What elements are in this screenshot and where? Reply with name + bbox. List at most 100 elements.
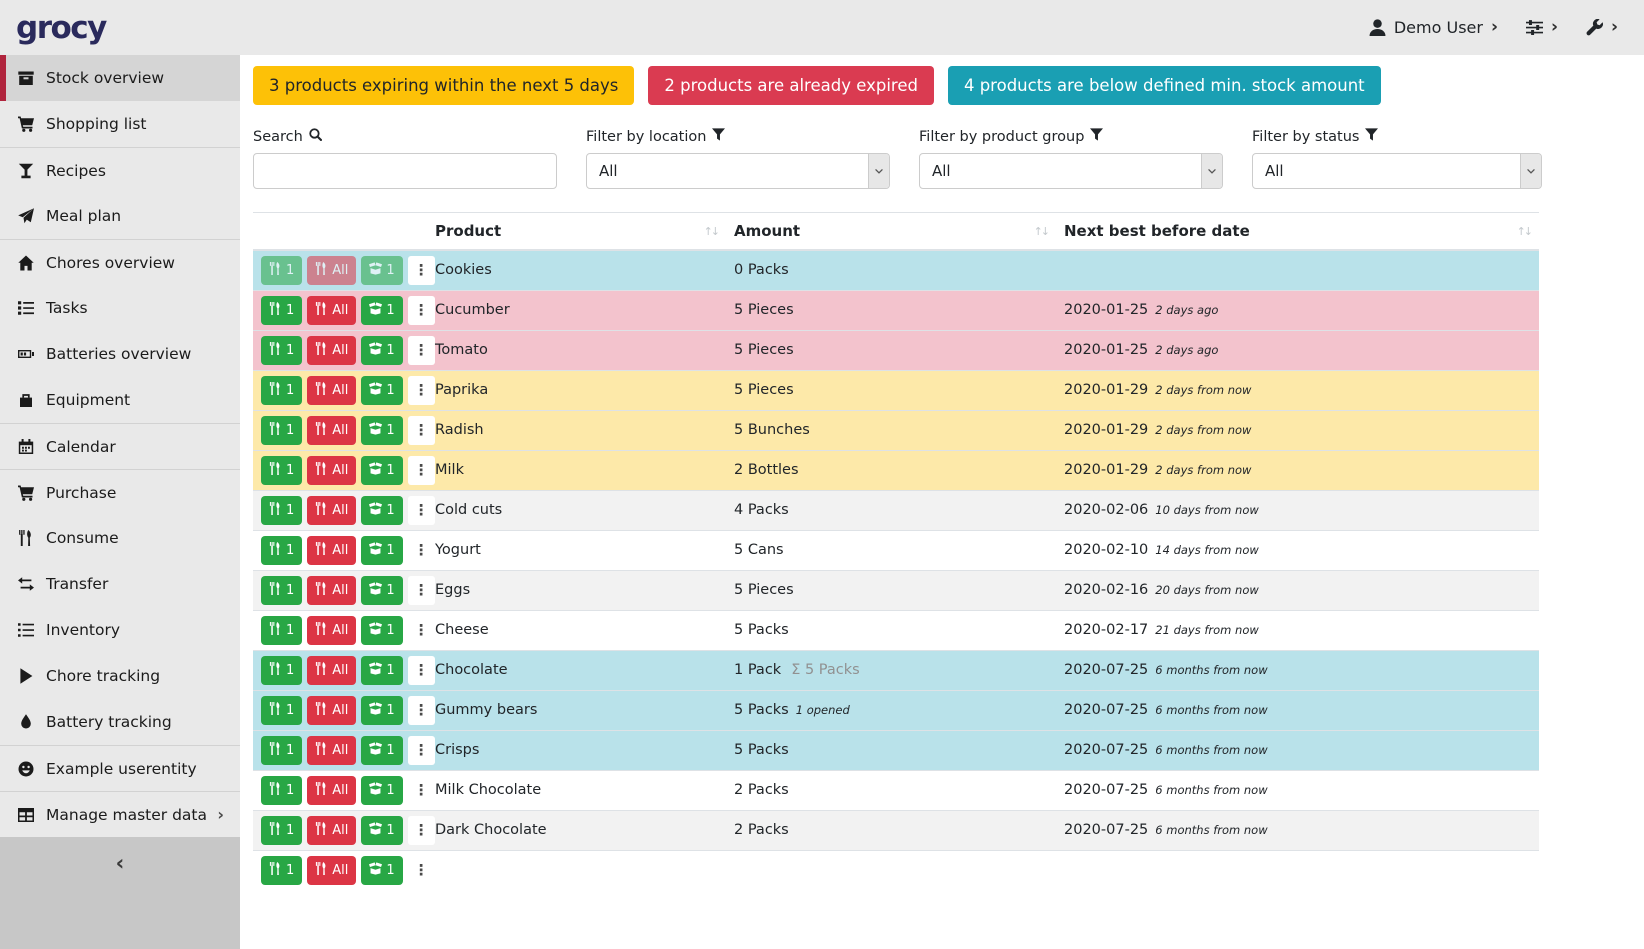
consume-all-button[interactable]: All <box>307 615 357 645</box>
sidebar-item-stock-overview[interactable]: Stock overview <box>0 55 240 101</box>
consume-one-button[interactable]: 1 <box>261 855 303 885</box>
consume-all-button[interactable]: All <box>307 775 357 805</box>
consume-one-button[interactable]: 1 <box>261 655 303 685</box>
row-menu-button[interactable]: ⋮ <box>407 575 435 605</box>
consume-one-button[interactable]: 1 <box>261 535 303 565</box>
open-one-button[interactable]: 1 <box>361 575 403 605</box>
sidebar-item-batteries-overview[interactable]: Batteries overview <box>0 331 240 377</box>
sidebar-item-chore-tracking[interactable]: Chore tracking <box>0 653 240 699</box>
open-one-button[interactable]: 1 <box>361 615 403 645</box>
consume-all-button[interactable]: All <box>307 535 357 565</box>
open-one-button[interactable]: 1 <box>361 455 403 485</box>
open-one-button[interactable]: 1 <box>361 495 403 525</box>
location-filter-select[interactable]: All <box>586 153 890 189</box>
open-one-button[interactable]: 1 <box>361 535 403 565</box>
consume-one-button[interactable]: 1 <box>261 335 303 365</box>
row-menu-button[interactable]: ⋮ <box>407 615 435 645</box>
consume-all-button[interactable]: All <box>307 735 357 765</box>
open-one-button[interactable]: 1 <box>361 695 403 725</box>
consume-all-button[interactable]: All <box>307 855 357 885</box>
chevron-down-icon <box>1201 154 1222 188</box>
open-one-button[interactable]: 1 <box>361 855 403 885</box>
open-one-button[interactable]: 1 <box>361 295 403 325</box>
row-menu-button[interactable]: ⋮ <box>407 815 435 845</box>
sidebar-item-inventory[interactable]: Inventory <box>0 607 240 653</box>
sidebar-item-example-userentity[interactable]: Example userentity <box>0 745 240 791</box>
sidebar-item-meal-plan[interactable]: Meal plan <box>0 193 240 239</box>
consume-one-button[interactable]: 1 <box>261 575 303 605</box>
row-menu-button[interactable]: ⋮ <box>407 295 435 325</box>
product-group-filter-select[interactable]: All <box>919 153 1223 189</box>
consume-all-button[interactable]: All <box>307 815 357 845</box>
sidebar-item-transfer[interactable]: Transfer <box>0 561 240 607</box>
search-input[interactable] <box>253 153 557 189</box>
consume-all-button[interactable]: All <box>307 375 357 405</box>
row-menu-button[interactable]: ⋮ <box>407 655 435 685</box>
row-menu-button[interactable]: ⋮ <box>407 375 435 405</box>
status-banner[interactable]: 2 products are already expired <box>648 66 934 105</box>
column-header-product[interactable]: Product ↑↓ <box>427 212 726 251</box>
open-one-button[interactable]: 1 <box>361 775 403 805</box>
consume-one-button[interactable]: 1 <box>261 455 303 485</box>
sidebar-item-battery-tracking[interactable]: Battery tracking <box>0 699 240 745</box>
row-menu-button[interactable]: ⋮ <box>407 495 435 525</box>
consume-one-button[interactable]: 1 <box>261 735 303 765</box>
sidebar-item-manage-master-data[interactable]: Manage master data › <box>0 791 240 837</box>
open-one-button[interactable]: 1 <box>361 655 403 685</box>
user-menu[interactable]: Demo User › <box>1369 18 1498 37</box>
column-header-amount[interactable]: Amount ↑↓ <box>726 212 1056 251</box>
sidebar-item-shopping-list[interactable]: Shopping list <box>0 101 240 147</box>
sort-icon[interactable]: ↑↓ <box>703 225 721 238</box>
open-one-button[interactable]: 1 <box>361 815 403 845</box>
row-menu-button[interactable]: ⋮ <box>407 255 435 285</box>
row-menu-button[interactable]: ⋮ <box>407 335 435 365</box>
column-header-next-best-before-date[interactable]: Next best before date ↑↓ <box>1056 212 1539 251</box>
consume-one-button[interactable]: 1 <box>261 775 303 805</box>
sidebar-item-chores-overview[interactable]: Chores overview <box>0 239 240 285</box>
consume-all-button[interactable]: All <box>307 655 357 685</box>
consume-one-button[interactable]: 1 <box>261 255 303 285</box>
row-menu-button[interactable]: ⋮ <box>407 535 435 565</box>
app-logo[interactable]: grocy <box>16 9 107 46</box>
status-filter-select[interactable]: All <box>1252 153 1542 189</box>
open-one-button[interactable]: 1 <box>361 415 403 445</box>
status-banner[interactable]: 4 products are below defined min. stock … <box>947 66 1381 105</box>
row-menu-button[interactable]: ⋮ <box>407 855 435 885</box>
row-menu-button[interactable]: ⋮ <box>407 735 435 765</box>
consume-one-button[interactable]: 1 <box>261 615 303 645</box>
consume-one-button[interactable]: 1 <box>261 695 303 725</box>
sidebar-item-tasks[interactable]: Tasks <box>0 285 240 331</box>
open-one-button[interactable]: 1 <box>361 335 403 365</box>
row-menu-button[interactable]: ⋮ <box>407 415 435 445</box>
sidebar-item-equipment[interactable]: Equipment <box>0 377 240 423</box>
consume-all-button[interactable]: All <box>307 575 357 605</box>
admin-menu[interactable]: › <box>1586 19 1618 36</box>
open-one-button[interactable]: 1 <box>361 735 403 765</box>
consume-all-button[interactable]: All <box>307 495 357 525</box>
sidebar-item-calendar[interactable]: Calendar <box>0 423 240 469</box>
consume-one-button[interactable]: 1 <box>261 815 303 845</box>
status-banner[interactable]: 3 products expiring within the next 5 da… <box>253 66 635 105</box>
consume-one-button[interactable]: 1 <box>261 415 303 445</box>
sidebar-item-purchase[interactable]: Purchase <box>0 469 240 515</box>
sort-icon[interactable]: ↑↓ <box>1516 225 1534 238</box>
consume-all-button[interactable]: All <box>307 295 357 325</box>
consume-one-button[interactable]: 1 <box>261 495 303 525</box>
consume-all-button[interactable]: All <box>307 335 357 365</box>
consume-one-button[interactable]: 1 <box>261 295 303 325</box>
sidebar-item-consume[interactable]: Consume <box>0 515 240 561</box>
consume-one-button[interactable]: 1 <box>261 375 303 405</box>
sort-icon[interactable]: ↑↓ <box>1033 225 1051 238</box>
row-menu-button[interactable]: ⋮ <box>407 775 435 805</box>
open-one-button[interactable]: 1 <box>361 375 403 405</box>
consume-all-button[interactable]: All <box>307 415 357 445</box>
consume-all-button[interactable]: All <box>307 455 357 485</box>
open-one-button[interactable]: 1 <box>361 255 403 285</box>
consume-all-button[interactable]: All <box>307 695 357 725</box>
sidebar-item-recipes[interactable]: Recipes <box>0 147 240 193</box>
sidebar-collapse-button[interactable]: ‹ <box>0 837 240 949</box>
row-menu-button[interactable]: ⋮ <box>407 695 435 725</box>
settings-menu[interactable]: › <box>1525 19 1558 36</box>
row-menu-button[interactable]: ⋮ <box>407 455 435 485</box>
consume-all-button[interactable]: All <box>307 255 357 285</box>
